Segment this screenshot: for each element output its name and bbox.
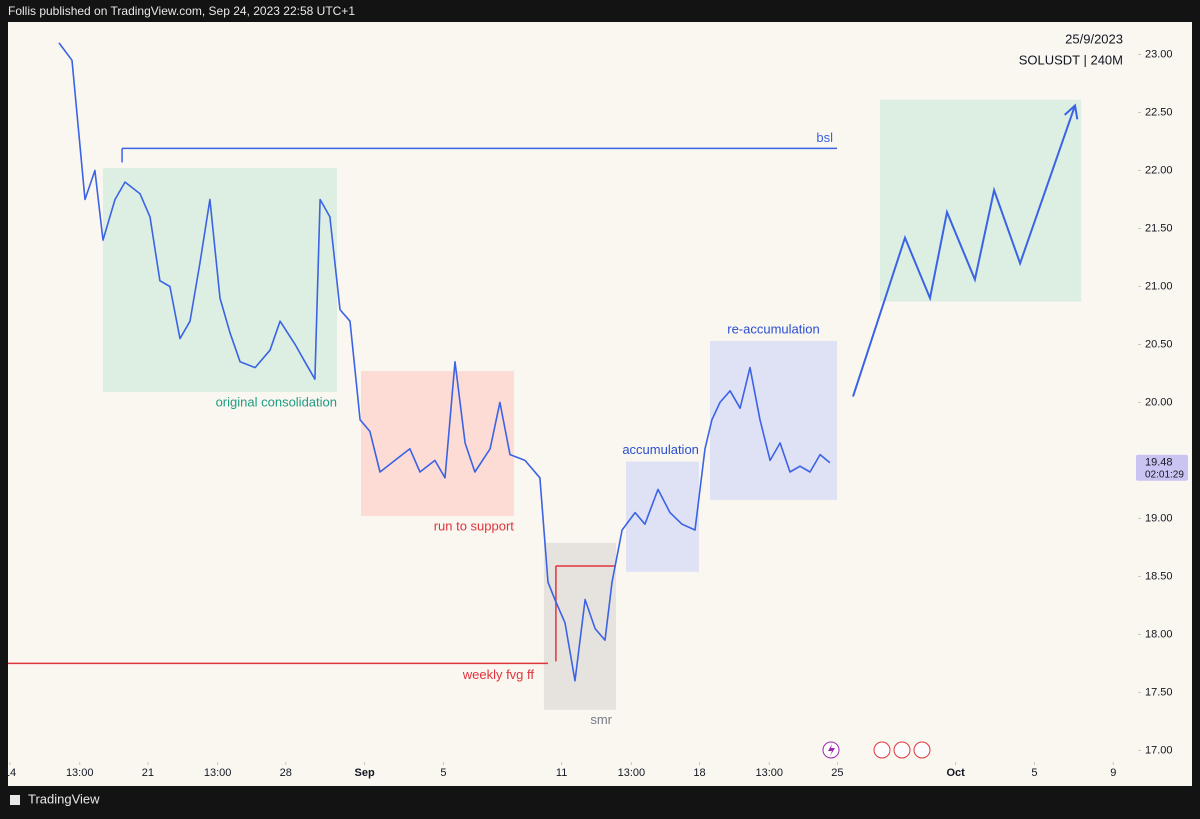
zone-label: original consolidation [216, 394, 337, 409]
event-icons [822, 741, 931, 759]
y-tick-label: 21.50 [1145, 222, 1173, 234]
y-tick-label: 18.00 [1145, 628, 1173, 640]
event-icon [913, 741, 931, 759]
y-tick-label: 21.00 [1145, 280, 1173, 292]
projection-arrowhead [1064, 103, 1079, 120]
x-tick-label: 21 [142, 767, 154, 779]
y-tick-label: 18.50 [1145, 570, 1173, 582]
x-tick-label: 14 [4, 767, 16, 779]
zone [361, 371, 514, 517]
x-tick-label: 28 [280, 767, 292, 779]
zone [709, 340, 838, 500]
date-label: 25/9/2023 [1065, 31, 1123, 46]
x-tick-label: 25 [831, 767, 843, 779]
event-icon [873, 741, 891, 759]
x-tick-label: Oct [946, 767, 965, 779]
y-tick-label: 17.50 [1145, 686, 1173, 698]
level-label: weekly fvg ff [462, 667, 535, 682]
x-tick-label: 9 [1110, 767, 1116, 779]
y-tick-label: 17.00 [1145, 744, 1173, 756]
zone-label: run to support [434, 519, 515, 534]
level-label: bsl [816, 130, 833, 145]
symbol-label: SOLUSDT | 240M [1019, 52, 1123, 67]
y-tick-label: 22.50 [1145, 106, 1173, 118]
projection-path [852, 105, 1076, 397]
x-tick-label: Sep [355, 767, 375, 779]
logo-icon [10, 795, 20, 805]
zone [102, 168, 338, 392]
x-tick-label: 11 [556, 767, 567, 779]
y-tick-label: 23.00 [1145, 48, 1173, 60]
zone [543, 542, 616, 710]
y-tick-label: 22.00 [1145, 164, 1173, 176]
zone-label: re-accumulation [727, 321, 820, 336]
zone [626, 461, 699, 572]
zone-label: accumulation [622, 442, 699, 457]
y-tick-label: 19.00 [1145, 512, 1173, 524]
last-price-label: 19.48 [1145, 457, 1173, 469]
x-tick-label: 5 [440, 767, 446, 779]
event-icon [893, 741, 911, 759]
x-tick-label: 13:00 [204, 767, 232, 779]
x-tick-label: 5 [1031, 767, 1037, 779]
zone [879, 99, 1082, 302]
price-line [58, 42, 831, 682]
y-tick-label: 20.00 [1145, 396, 1173, 408]
x-tick-label: 13:00 [66, 767, 94, 779]
zone-label: smr [590, 712, 612, 727]
publisher-line: Follis published on TradingView.com, Sep… [8, 4, 355, 18]
y-tick-label: 20.50 [1145, 338, 1173, 350]
x-tick-label: 13:00 [756, 767, 784, 779]
countdown-label: 02:01:29 [1145, 469, 1184, 480]
plot: original consolidation run to support smr a… [8, 42, 1082, 727]
last-price-tag [1136, 454, 1188, 481]
event-icon-bolt [828, 744, 835, 756]
x-tick-label: 18 [693, 767, 705, 779]
x-tick-label: 13:00 [618, 767, 646, 779]
footer-brand: TradingView [28, 791, 100, 806]
